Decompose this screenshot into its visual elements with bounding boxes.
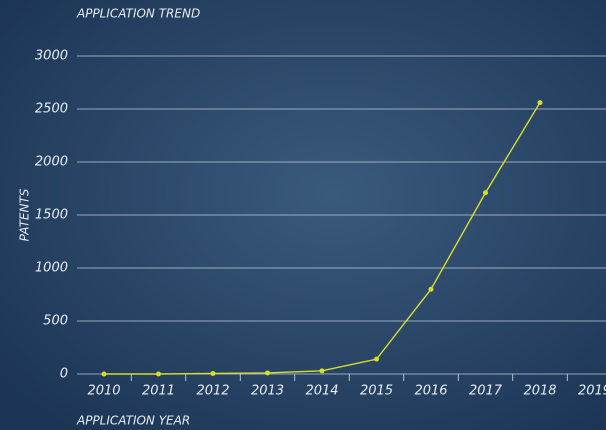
point: [102, 372, 107, 377]
y-tick-label: 2500: [35, 102, 68, 117]
x-tick-label: 2010: [87, 384, 120, 399]
x-tick-label: 2018: [523, 384, 556, 399]
x-tick-label: 2014: [305, 384, 338, 399]
y-tick-label: 3000: [35, 49, 68, 64]
x-tick-label: 2017: [469, 384, 503, 399]
y-axis-label: PATENTS: [18, 188, 32, 241]
y-tick-label: 2000: [35, 155, 68, 170]
y-tick-label: 1000: [35, 261, 68, 276]
point: [538, 100, 543, 105]
point: [429, 287, 434, 292]
y-tick-label: 0: [60, 367, 68, 382]
x-tick-label: 2015: [360, 384, 393, 399]
point: [320, 368, 325, 373]
x-tick-label: 2013: [251, 384, 284, 399]
x-tick-label: 2019: [578, 384, 606, 399]
chart-title: APPLICATION TREND: [76, 7, 200, 21]
point: [483, 190, 488, 195]
page: APPLICATION TREND APPLICATION YEAR PATEN…: [0, 0, 606, 430]
point: [211, 371, 216, 376]
x-tick-label: 2012: [196, 384, 229, 399]
x-tick-label: 2011: [142, 384, 175, 399]
chart: APPLICATION TREND APPLICATION YEAR PATEN…: [0, 0, 606, 430]
point: [265, 370, 270, 375]
x-tick-label: 2016: [414, 384, 447, 399]
y-tick-label: 500: [43, 314, 68, 329]
x-axis-label: APPLICATION YEAR: [76, 414, 190, 428]
y-tick-label: 1500: [35, 208, 68, 223]
point: [156, 372, 161, 377]
point: [374, 357, 379, 362]
